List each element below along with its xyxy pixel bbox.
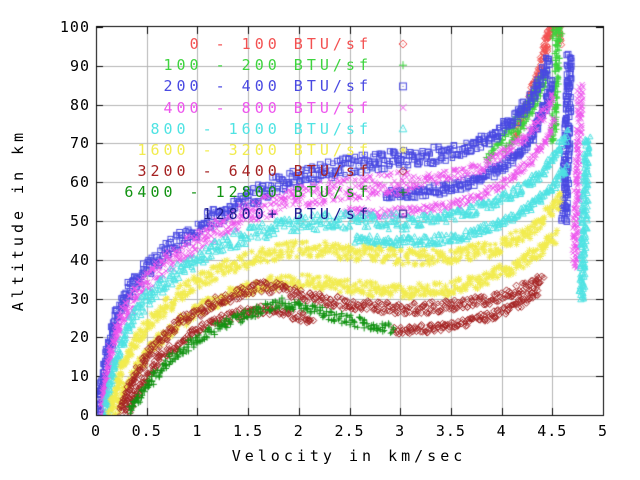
legend-item-8: 6400 - 12800 BTU/sf xyxy=(124,183,372,202)
x-tick-label: 2.5 xyxy=(334,422,365,440)
y-axis-title: Altitude in km xyxy=(9,128,27,312)
y-tick-label: 70 xyxy=(69,134,90,153)
x-tick-label: 3.5 xyxy=(435,422,466,440)
x-tick-label: 3 xyxy=(395,422,406,440)
x-tick-label: 4 xyxy=(496,422,507,440)
legend-item-3: 200 - 400 BTU/sf xyxy=(163,77,372,96)
y-tick-label: 10 xyxy=(69,367,90,386)
x-tick-label: 1 xyxy=(192,422,203,440)
x-tick-label: 0.5 xyxy=(131,422,162,440)
legend-item-2: 100 - 200 BTU/sf xyxy=(163,56,372,75)
legend-item-6: 1600 - 3200 BTU/sf xyxy=(137,141,372,159)
y-tick-label: 60 xyxy=(69,173,90,192)
y-tick-label: 30 xyxy=(69,289,90,308)
y-tick-label: 100 xyxy=(59,18,90,36)
y-tick-label: 80 xyxy=(69,95,90,114)
x-tick-label: 2 xyxy=(293,422,304,440)
legend-item-5: 800 - 1600 BTU/sf xyxy=(150,119,372,138)
x-tick-label: 0 xyxy=(90,422,102,440)
x-tick-label: 4.5 xyxy=(537,422,568,440)
y-tick-label: 40 xyxy=(69,250,90,269)
x-axis-title: Velocity in km/sec xyxy=(231,447,467,465)
legend-item-9: 12800+ BTU/sf xyxy=(202,204,372,223)
legend-item-1: 0 - 100 BTU/sf xyxy=(189,35,372,53)
legend-item-7: 3200 - 6400 BTU/sf xyxy=(137,162,372,181)
y-tick-label: 50 xyxy=(69,212,90,230)
legend-item-4: 400 - 800 BTU/sf xyxy=(163,98,372,117)
y-tick-label: 90 xyxy=(69,56,90,75)
y-tick-label: 20 xyxy=(69,328,90,347)
y-tick-label: 0 xyxy=(79,406,90,424)
x-tick-label: 1.5 xyxy=(233,422,264,440)
x-tick-label: 5 xyxy=(597,422,609,440)
